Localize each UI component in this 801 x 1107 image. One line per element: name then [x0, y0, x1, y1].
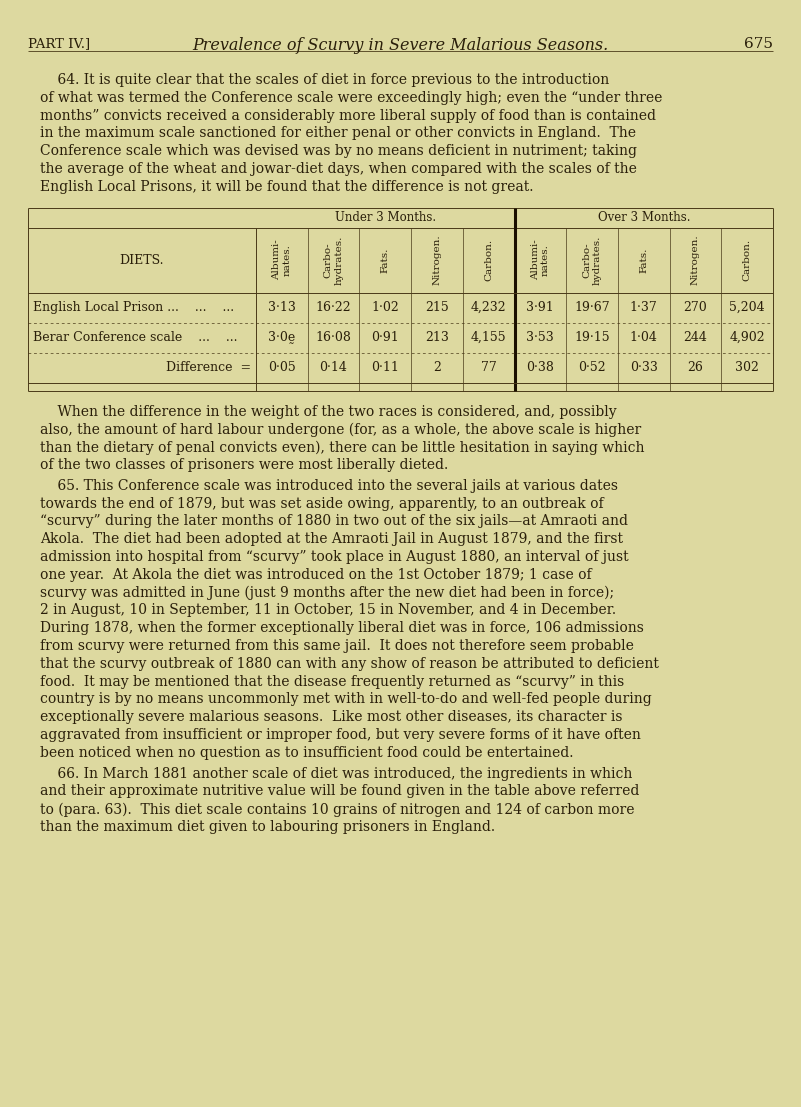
Text: 1·04: 1·04	[630, 331, 658, 344]
Text: one year.  At Akola the diet was introduced on the 1st October 1879; 1 case of: one year. At Akola the diet was introduc…	[40, 568, 592, 582]
Text: 675: 675	[744, 37, 773, 51]
Text: During 1878, when the former exceptionally liberal diet was in force, 106 admiss: During 1878, when the former exceptional…	[40, 621, 644, 635]
Text: 0·52: 0·52	[578, 361, 606, 374]
Text: 0·38: 0·38	[526, 361, 554, 374]
Text: food.  It may be mentioned that the disease frequently returned as “scurvy” in t: food. It may be mentioned that the disea…	[40, 674, 624, 689]
Text: When the difference in the weight of the two races is considered, and, possibly: When the difference in the weight of the…	[40, 404, 617, 418]
Text: 3·13: 3·13	[268, 301, 296, 314]
Text: Albumi-
nates.: Albumi- nates.	[272, 240, 292, 280]
Text: 213: 213	[425, 331, 449, 344]
Text: English Local Prison ...    ...    ...: English Local Prison ... ... ...	[33, 301, 234, 314]
Text: Nitrogen.: Nitrogen.	[433, 235, 441, 286]
Text: been noticed when no question as to insufficient food could be entertained.: been noticed when no question as to insu…	[40, 746, 574, 759]
Text: 66. In March 1881 another scale of diet was introduced, the ingredients in which: 66. In March 1881 another scale of diet …	[40, 767, 632, 780]
Text: scurvy was admitted in June (just 9 months after the new diet had been in force): scurvy was admitted in June (just 9 mont…	[40, 586, 614, 600]
Text: “scurvy” during the later months of 1880 in two out of the six jails—at Amraoti : “scurvy” during the later months of 1880…	[40, 515, 628, 528]
Text: Carbo-
hydrates.: Carbo- hydrates.	[582, 236, 602, 284]
Text: also, the amount of hard labour undergone (for, as a whole, the above scale is h: also, the amount of hard labour undergon…	[40, 423, 642, 437]
Text: 4,902: 4,902	[730, 331, 765, 344]
Text: Nitrogen.: Nitrogen.	[691, 235, 700, 286]
Text: Prevalence of Scurvy in Severe Malarious Seasons.: Prevalence of Scurvy in Severe Malarious…	[192, 37, 608, 54]
Text: Carbo-
hydrates.: Carbo- hydrates.	[324, 236, 344, 284]
Text: 244: 244	[683, 331, 707, 344]
Text: 0·33: 0·33	[630, 361, 658, 374]
Text: admission into hospital from “scurvy” took place in August 1880, an interval of : admission into hospital from “scurvy” to…	[40, 550, 629, 563]
Text: 302: 302	[735, 361, 759, 374]
Text: 270: 270	[683, 301, 707, 314]
Text: 0·11: 0·11	[372, 361, 399, 374]
Text: 0·05: 0·05	[268, 361, 296, 374]
Text: 16·08: 16·08	[316, 331, 352, 344]
Text: Over 3 Months.: Over 3 Months.	[598, 211, 690, 224]
Text: Berar Conference scale    ...    ...: Berar Conference scale ... ...	[33, 331, 238, 344]
Text: exceptionally severe malarious seasons.  Like most other diseases, its character: exceptionally severe malarious seasons. …	[40, 711, 622, 724]
Text: 3·91: 3·91	[526, 301, 554, 314]
Text: 5,204: 5,204	[730, 301, 765, 314]
Text: 2: 2	[433, 361, 441, 374]
Text: to (para. 63).  This diet scale contains 10 grains of nitrogen and 124 of carbon: to (para. 63). This diet scale contains …	[40, 803, 634, 817]
Text: country is by no means uncommonly met with in well-to-do and well-fed people dur: country is by no means uncommonly met wi…	[40, 692, 652, 706]
Text: 215: 215	[425, 301, 449, 314]
Text: Difference  =: Difference =	[166, 361, 251, 374]
Text: 1·37: 1·37	[630, 301, 658, 314]
Text: of the two classes of prisoners were most liberally dieted.: of the two classes of prisoners were mos…	[40, 458, 449, 472]
Text: 77: 77	[481, 361, 497, 374]
Text: 65. This Conference scale was introduced into the several jails at various dates: 65. This Conference scale was introduced…	[40, 479, 618, 493]
Text: than the maximum diet given to labouring prisoners in England.: than the maximum diet given to labouring…	[40, 820, 495, 834]
Text: English Local Prisons, it will be found that the difference is not great.: English Local Prisons, it will be found …	[40, 179, 533, 194]
Text: aggravated from insufficient or improper food, but very severe forms of it have : aggravated from insufficient or improper…	[40, 728, 641, 742]
Text: of what was termed the Conference scale were exceedingly high; even the “under t: of what was termed the Conference scale …	[40, 91, 662, 105]
Text: Akola.  The diet had been adopted at the Amraoti Jail in August 1879, and the fi: Akola. The diet had been adopted at the …	[40, 532, 623, 546]
Text: 26: 26	[687, 361, 703, 374]
Text: the average of the wheat and jowar-diet days, when compared with the scales of t: the average of the wheat and jowar-diet …	[40, 162, 637, 176]
Text: Carbon.: Carbon.	[484, 239, 493, 281]
Text: 4,155: 4,155	[471, 331, 506, 344]
Text: that the scurvy outbreak of 1880 can with any show of reason be attributed to de: that the scurvy outbreak of 1880 can wit…	[40, 656, 659, 671]
Text: 0·14: 0·14	[320, 361, 348, 374]
Text: from scurvy were returned from this same jail.  It does not therefore seem proba: from scurvy were returned from this same…	[40, 639, 634, 653]
Text: 0·91: 0·91	[372, 331, 399, 344]
Text: towards the end of 1879, but was set aside owing, apparently, to an outbreak of: towards the end of 1879, but was set asi…	[40, 497, 604, 510]
Text: Albumi-
nates.: Albumi- nates.	[530, 240, 550, 280]
Text: DIETS.: DIETS.	[120, 254, 164, 267]
Text: 1·02: 1·02	[372, 301, 399, 314]
Text: Carbon.: Carbon.	[743, 239, 751, 281]
Text: 64. It is quite clear that the scales of diet in force previous to the introduct: 64. It is quite clear that the scales of…	[40, 73, 610, 87]
Text: 16·22: 16·22	[316, 301, 352, 314]
Text: months” convicts received a considerably more liberal supply of food than is con: months” convicts received a considerably…	[40, 108, 656, 123]
Text: and their approximate nutritive value will be found given in the table above ref: and their approximate nutritive value wi…	[40, 785, 639, 798]
Text: 2 in August, 10 in September, 11 in October, 15 in November, and 4 in December.: 2 in August, 10 in September, 11 in Octo…	[40, 603, 616, 618]
Text: PART IV.]: PART IV.]	[28, 37, 91, 50]
Text: 19·67: 19·67	[574, 301, 610, 314]
Text: 3·0ḛ: 3·0ḛ	[268, 331, 296, 344]
Text: 19·15: 19·15	[574, 331, 610, 344]
Text: Fats.: Fats.	[380, 247, 390, 272]
Text: Under 3 Months.: Under 3 Months.	[335, 211, 436, 224]
Text: in the maximum scale sanctioned for either penal or other convicts in England.  : in the maximum scale sanctioned for eith…	[40, 126, 636, 141]
Text: 4,232: 4,232	[471, 301, 506, 314]
Text: than the dietary of penal convicts even), there can be little hesitation in sayi: than the dietary of penal convicts even)…	[40, 441, 645, 455]
Text: 3·53: 3·53	[526, 331, 554, 344]
Text: Conference scale which was devised was by no means deficient in nutriment; takin: Conference scale which was devised was b…	[40, 144, 637, 158]
Text: Fats.: Fats.	[639, 247, 648, 272]
